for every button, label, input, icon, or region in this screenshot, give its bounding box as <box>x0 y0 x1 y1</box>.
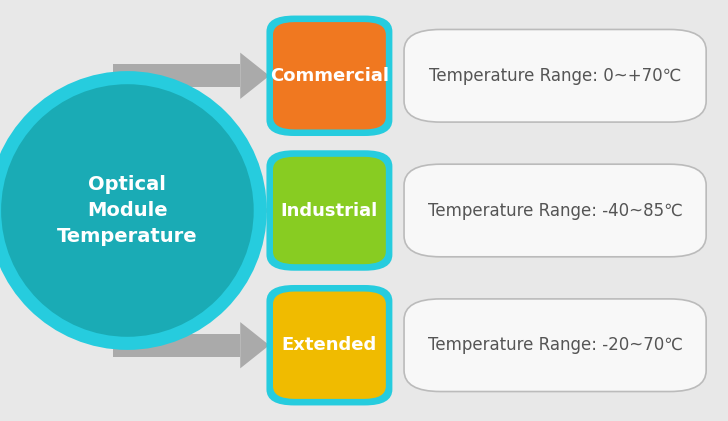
Text: Temperature Range: -40~85℃: Temperature Range: -40~85℃ <box>428 202 682 219</box>
Polygon shape <box>113 199 240 222</box>
Text: Temperature Range: -20~70℃: Temperature Range: -20~70℃ <box>427 336 683 354</box>
FancyBboxPatch shape <box>273 22 386 130</box>
Text: Optical
Module
Temperature: Optical Module Temperature <box>57 174 198 247</box>
FancyBboxPatch shape <box>404 299 706 392</box>
Polygon shape <box>113 64 240 88</box>
Polygon shape <box>240 53 269 99</box>
FancyBboxPatch shape <box>404 29 706 122</box>
FancyBboxPatch shape <box>266 285 392 405</box>
Polygon shape <box>240 322 269 368</box>
Text: Temperature Range: 0~+70℃: Temperature Range: 0~+70℃ <box>429 67 681 85</box>
Ellipse shape <box>1 84 253 337</box>
Text: Extended: Extended <box>282 336 377 354</box>
FancyBboxPatch shape <box>266 16 392 136</box>
FancyBboxPatch shape <box>273 291 386 399</box>
Ellipse shape <box>0 71 266 350</box>
Polygon shape <box>240 187 269 234</box>
FancyBboxPatch shape <box>273 157 386 264</box>
FancyBboxPatch shape <box>404 164 706 257</box>
Text: Industrial: Industrial <box>281 202 378 219</box>
FancyBboxPatch shape <box>266 150 392 271</box>
Text: Commercial: Commercial <box>270 67 389 85</box>
Polygon shape <box>113 333 240 357</box>
